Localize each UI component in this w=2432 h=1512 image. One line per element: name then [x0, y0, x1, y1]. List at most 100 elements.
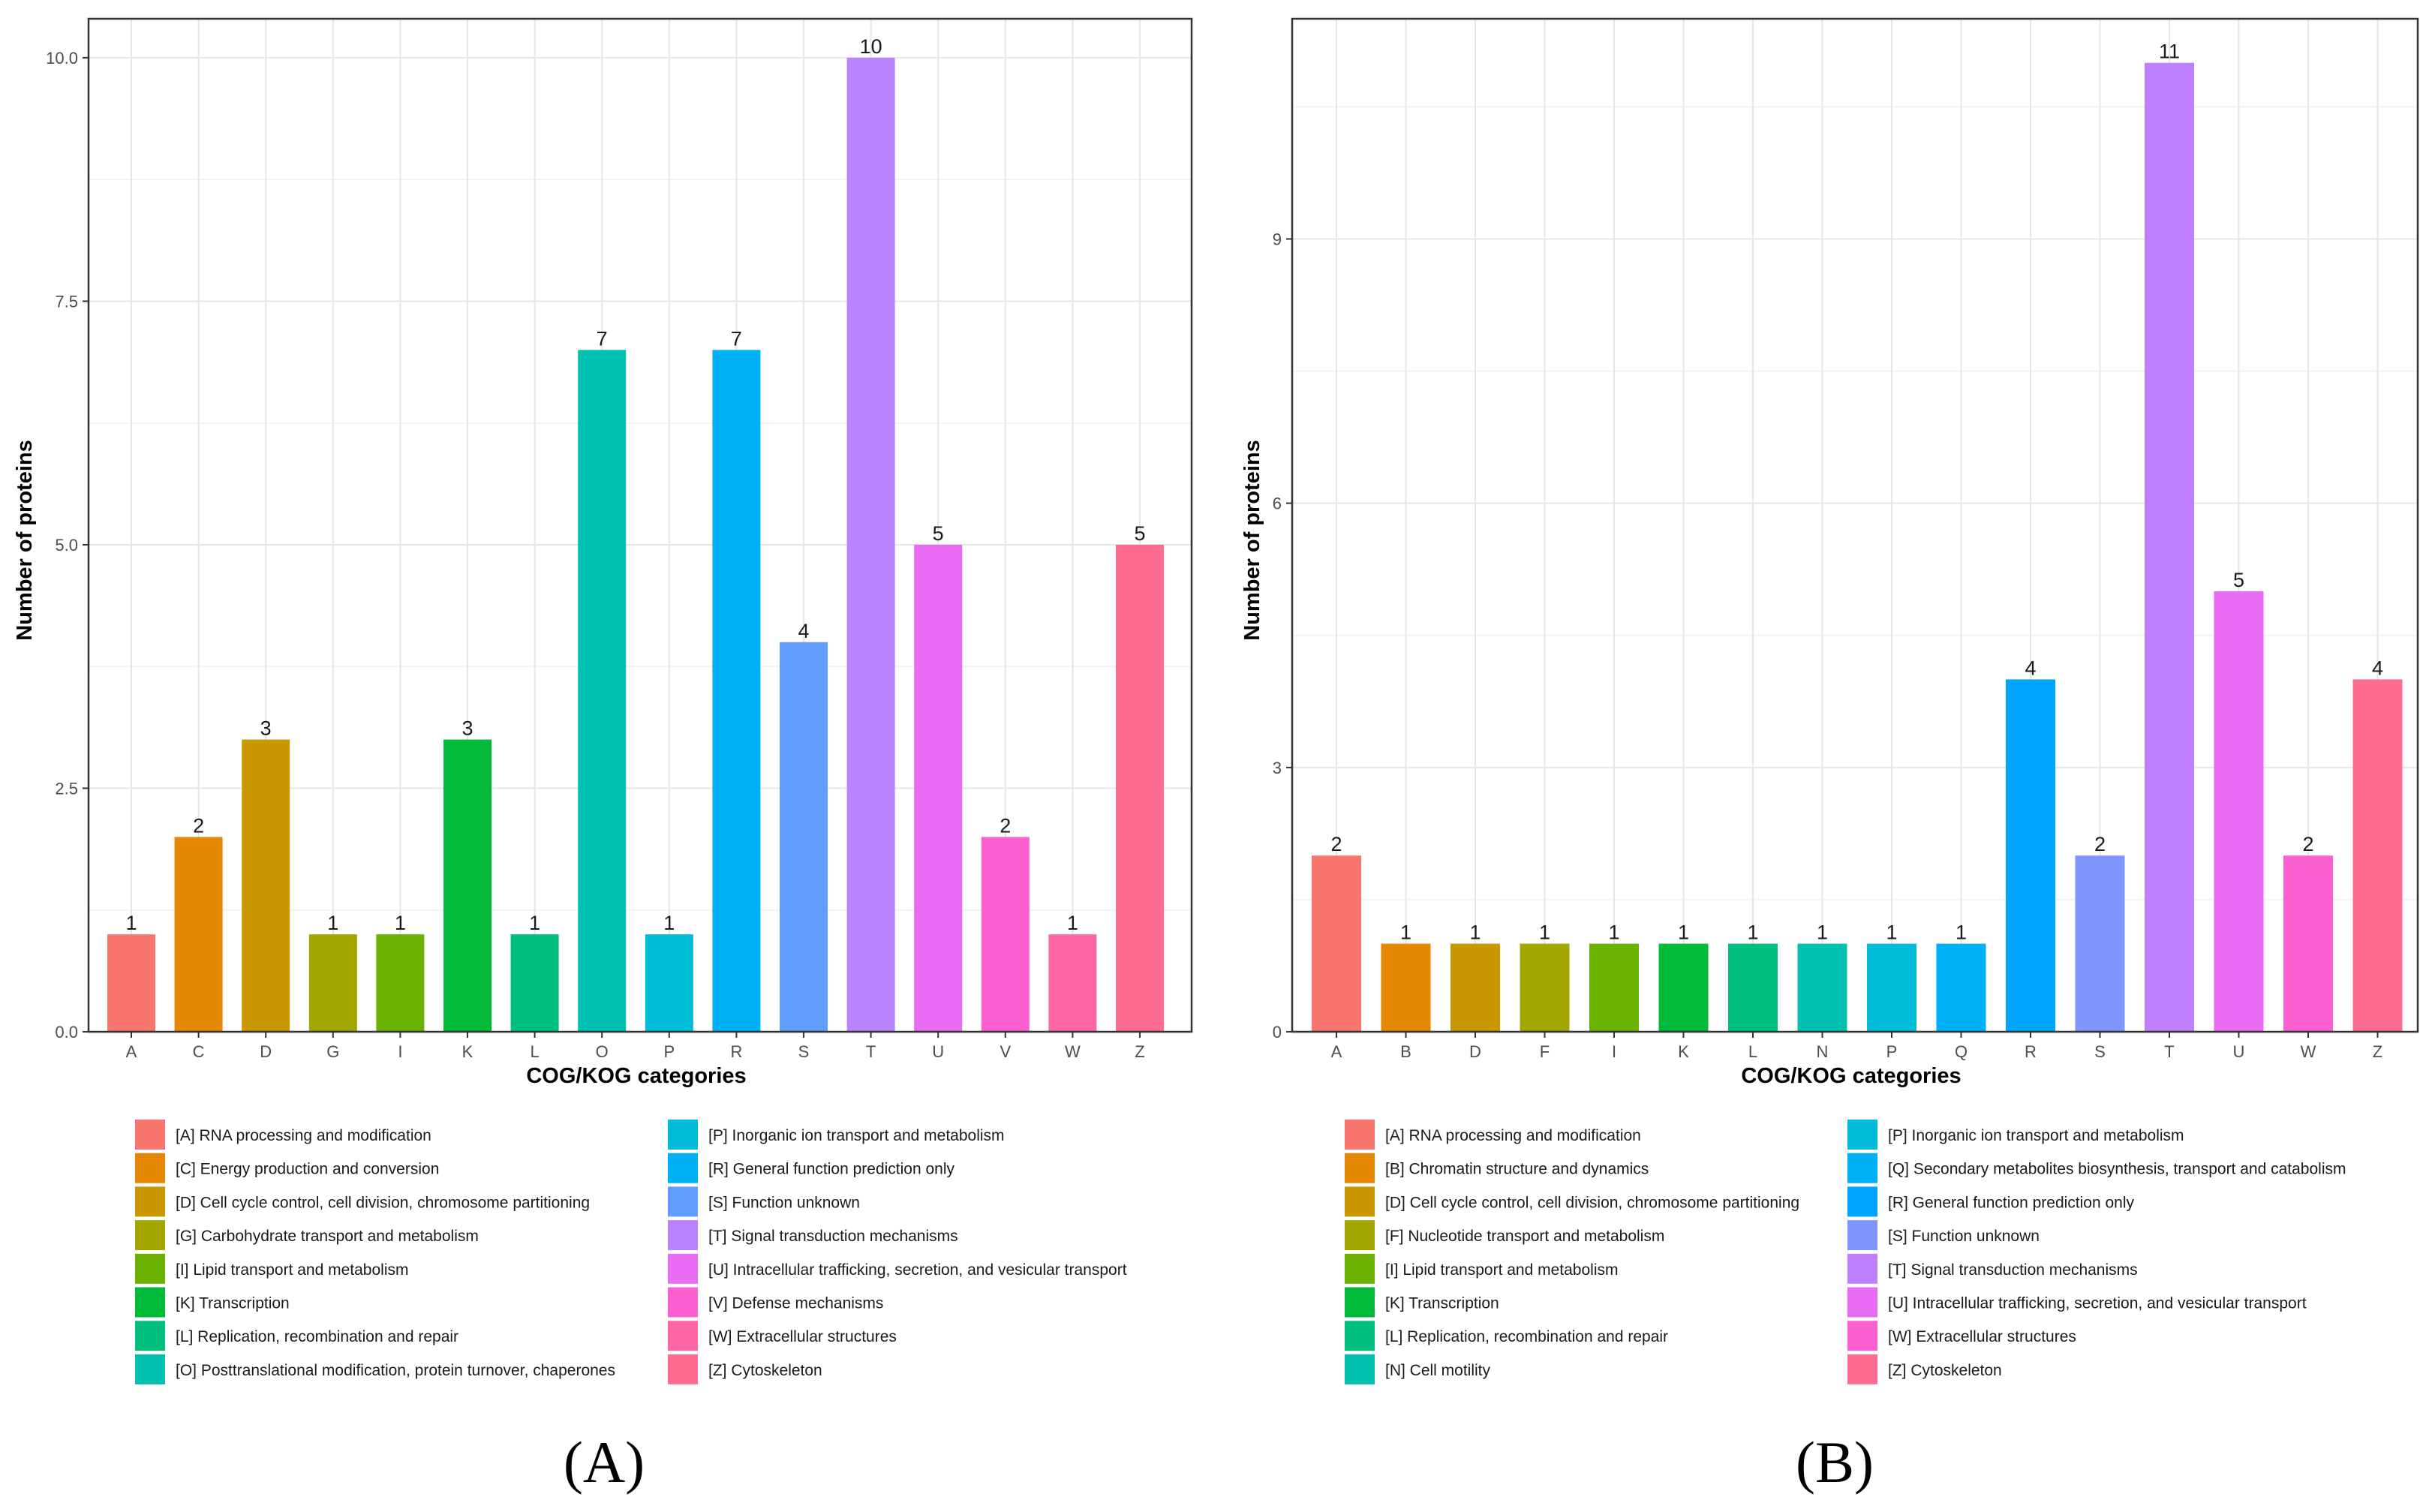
x-tick-label: F — [1540, 1042, 1550, 1061]
chart-panel-a: 0.0 2.5 5.0 7.5 10.0 1 2 3 1 1 3 1 7 1 7 4 10 5 2 1 5 A C D G I K L… — [13, 17, 1193, 1495]
bar-value-label: 2 — [1000, 814, 1011, 837]
panel-label: (A) — [564, 1429, 645, 1495]
bar-value-label: 5 — [1134, 522, 1145, 545]
legend-swatch — [668, 1186, 698, 1217]
legend-swatch — [1847, 1220, 1877, 1251]
bar-value-label: 7 — [597, 327, 608, 350]
x-tick-label: U — [2233, 1042, 2245, 1061]
y-tick-label: 6 — [1273, 494, 1282, 513]
legend-label: [D] Cell cycle control, cell division, c… — [176, 1194, 590, 1211]
x-tick-label: W — [2301, 1042, 2316, 1061]
legend-swatch — [668, 1354, 698, 1384]
bar-L — [1728, 943, 1778, 1032]
bar-K — [1658, 943, 1709, 1032]
bar-D — [1450, 943, 1500, 1032]
legend-swatch — [1847, 1153, 1877, 1183]
bar-U — [2214, 591, 2264, 1032]
x-tick-label: C — [193, 1042, 205, 1061]
legend-label: [P] Inorganic ion transport and metaboli… — [708, 1127, 1005, 1144]
legend-swatch — [1847, 1354, 1877, 1384]
bar-G — [308, 934, 357, 1032]
x-tick-label: P — [663, 1042, 675, 1061]
legend-swatch — [1847, 1120, 1877, 1150]
legend-label: [K] Transcription — [176, 1295, 290, 1312]
y-axis-title: Number of proteins — [13, 440, 37, 640]
legend-label: [U] Intracellular trafficking, secretion… — [708, 1261, 1127, 1279]
bar-value-label: 1 — [327, 912, 338, 934]
bar-value-label: 1 — [1956, 921, 1967, 944]
bar-R — [712, 350, 761, 1032]
plot-border — [87, 17, 1193, 1033]
legend-swatch — [668, 1253, 698, 1284]
legend-label: [G] Carbohydrate transport and metabolis… — [176, 1228, 479, 1245]
x-tick-label: K — [1678, 1042, 1689, 1061]
bar-O — [578, 350, 627, 1032]
bar-D — [242, 739, 290, 1032]
y-tick-label: 3 — [1273, 759, 1282, 777]
bar-Z — [2352, 679, 2403, 1032]
bar-value-label: 2 — [2302, 833, 2313, 855]
bar-value-label: 1 — [1067, 912, 1078, 934]
y-tick-label: 0.0 — [55, 1023, 78, 1042]
legend-label: [W] Extracellular structures — [708, 1328, 897, 1345]
legend-swatch — [1847, 1321, 1877, 1351]
bar-U — [914, 544, 963, 1032]
bar-V — [981, 837, 1030, 1032]
bar-value-label: 1 — [1539, 921, 1550, 944]
x-tick-label: G — [326, 1042, 339, 1061]
legend-swatch — [668, 1321, 698, 1351]
legend-label: [L] Replication, recombination and repai… — [176, 1328, 458, 1345]
x-tick-label: A — [1331, 1042, 1342, 1061]
bar-K — [443, 739, 492, 1032]
x-tick-label: T — [866, 1042, 876, 1061]
bar-value-label: 1 — [529, 912, 540, 934]
legend-label: [Q] Secondary metabolites biosynthesis, … — [1888, 1161, 2346, 1178]
legend-label: [Z] Cytoskeleton — [708, 1362, 822, 1379]
x-tick-label: B — [1400, 1042, 1411, 1061]
x-tick-label: A — [126, 1042, 137, 1061]
legend-label: [K] Transcription — [1385, 1295, 1499, 1312]
bar-A — [107, 934, 155, 1032]
legend-swatch — [135, 1354, 165, 1384]
legend-label: [I] Lipid transport and metabolism — [176, 1261, 409, 1279]
legend-swatch — [1345, 1153, 1375, 1183]
bar-value-label: 4 — [2372, 657, 2383, 679]
legend-swatch — [668, 1120, 698, 1150]
bar-value-label: 7 — [731, 327, 742, 350]
bar-value-label: 1 — [395, 912, 406, 934]
bar-value-label: 1 — [1469, 921, 1481, 944]
bar-value-label: 4 — [2025, 657, 2036, 679]
x-tick-label: R — [2025, 1042, 2037, 1061]
y-tick-label: 2.5 — [55, 779, 78, 798]
legend-swatch — [135, 1153, 165, 1183]
bar-A — [1312, 855, 1361, 1032]
legend-label: [S] Function unknown — [1888, 1228, 2040, 1245]
x-tick-label: P — [1886, 1042, 1898, 1061]
x-tick-label: U — [932, 1042, 944, 1061]
bar-S — [780, 642, 828, 1032]
bar-value-label: 3 — [461, 717, 473, 740]
legend-label: [C] Energy production and conversion — [176, 1161, 439, 1178]
legend-swatch — [668, 1287, 698, 1318]
legend-label: [B] Chromatin structure and dynamics — [1385, 1161, 1649, 1178]
bar-value-label: 2 — [193, 814, 204, 837]
legend-swatch — [135, 1186, 165, 1217]
legend-swatch — [1345, 1253, 1375, 1284]
plot-border — [1291, 17, 2419, 1033]
panel-label: (B) — [1796, 1429, 1874, 1495]
bar-P — [1867, 943, 1916, 1032]
legend-swatch — [1345, 1120, 1375, 1150]
legend-label: [D] Cell cycle control, cell division, c… — [1385, 1194, 1799, 1211]
legend-swatch — [1847, 1287, 1877, 1318]
legend-label: [A] RNA processing and modification — [1385, 1127, 1641, 1144]
bar-value-label: 1 — [1678, 921, 1689, 944]
legend-label: [Z] Cytoskeleton — [1888, 1362, 2002, 1379]
legend-label: [T] Signal transduction mechanisms — [708, 1228, 958, 1245]
bar-T — [2145, 62, 2194, 1032]
bar-I — [1589, 943, 1639, 1032]
legend-swatch — [135, 1120, 165, 1150]
legend-label: [L] Replication, recombination and repai… — [1385, 1328, 1668, 1345]
legend-label: [N] Cell motility — [1385, 1362, 1491, 1379]
y-tick-label: 0 — [1273, 1023, 1282, 1042]
